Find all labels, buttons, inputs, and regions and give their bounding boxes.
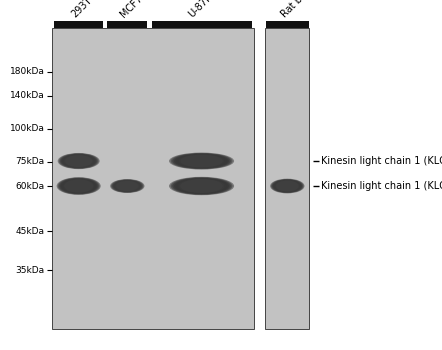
Ellipse shape [111,179,144,193]
Ellipse shape [271,179,304,193]
Ellipse shape [115,181,139,191]
Ellipse shape [62,154,95,168]
Ellipse shape [63,179,94,193]
Ellipse shape [65,155,92,167]
Ellipse shape [177,178,226,194]
Text: 180kDa: 180kDa [10,67,45,76]
Ellipse shape [60,178,97,194]
Ellipse shape [175,178,228,194]
Ellipse shape [180,155,223,167]
Ellipse shape [270,178,305,193]
Text: 45kDa: 45kDa [15,227,45,236]
Ellipse shape [169,153,234,169]
Bar [265,28,309,329]
Ellipse shape [172,177,231,195]
Bar [152,21,252,28]
Text: Kinesin light chain 1 (KLC1): Kinesin light chain 1 (KLC1) [321,181,442,191]
Text: Rat brain: Rat brain [279,0,318,19]
Ellipse shape [276,181,298,191]
Ellipse shape [274,180,301,192]
Ellipse shape [171,153,232,169]
Ellipse shape [169,177,234,195]
Text: U-87MG: U-87MG [187,0,221,19]
Ellipse shape [179,179,225,193]
Text: 293T: 293T [69,0,94,19]
Bar [54,21,103,28]
Ellipse shape [65,180,93,193]
Ellipse shape [59,178,99,194]
Ellipse shape [112,180,143,193]
Ellipse shape [171,177,232,195]
Ellipse shape [61,154,96,168]
Text: 60kDa: 60kDa [15,182,45,190]
Ellipse shape [275,180,299,192]
Ellipse shape [114,180,141,192]
Ellipse shape [61,178,96,194]
Ellipse shape [60,154,98,168]
Ellipse shape [174,154,229,169]
Text: 140kDa: 140kDa [10,91,45,100]
Ellipse shape [59,153,99,169]
Text: 100kDa: 100kDa [10,124,45,133]
Text: 75kDa: 75kDa [15,158,45,167]
Ellipse shape [64,155,93,167]
Ellipse shape [175,154,228,168]
Ellipse shape [57,177,101,195]
Ellipse shape [273,180,302,193]
Ellipse shape [116,181,138,191]
Bar [266,21,309,28]
Ellipse shape [57,153,100,169]
Ellipse shape [177,154,226,168]
Ellipse shape [174,178,229,194]
Ellipse shape [114,180,140,192]
Ellipse shape [110,179,145,193]
Ellipse shape [179,154,225,168]
Text: 35kDa: 35kDa [15,266,45,275]
Bar [107,21,147,28]
Ellipse shape [62,179,95,193]
Ellipse shape [172,153,231,169]
Ellipse shape [180,179,223,193]
Bar [52,28,254,329]
Ellipse shape [63,154,95,168]
Text: Kinesin light chain 1 (KLC1): Kinesin light chain 1 (KLC1) [321,156,442,166]
Ellipse shape [113,180,142,192]
Ellipse shape [272,179,303,193]
Ellipse shape [58,177,99,195]
Ellipse shape [274,180,300,192]
Text: MCF7: MCF7 [118,0,144,19]
